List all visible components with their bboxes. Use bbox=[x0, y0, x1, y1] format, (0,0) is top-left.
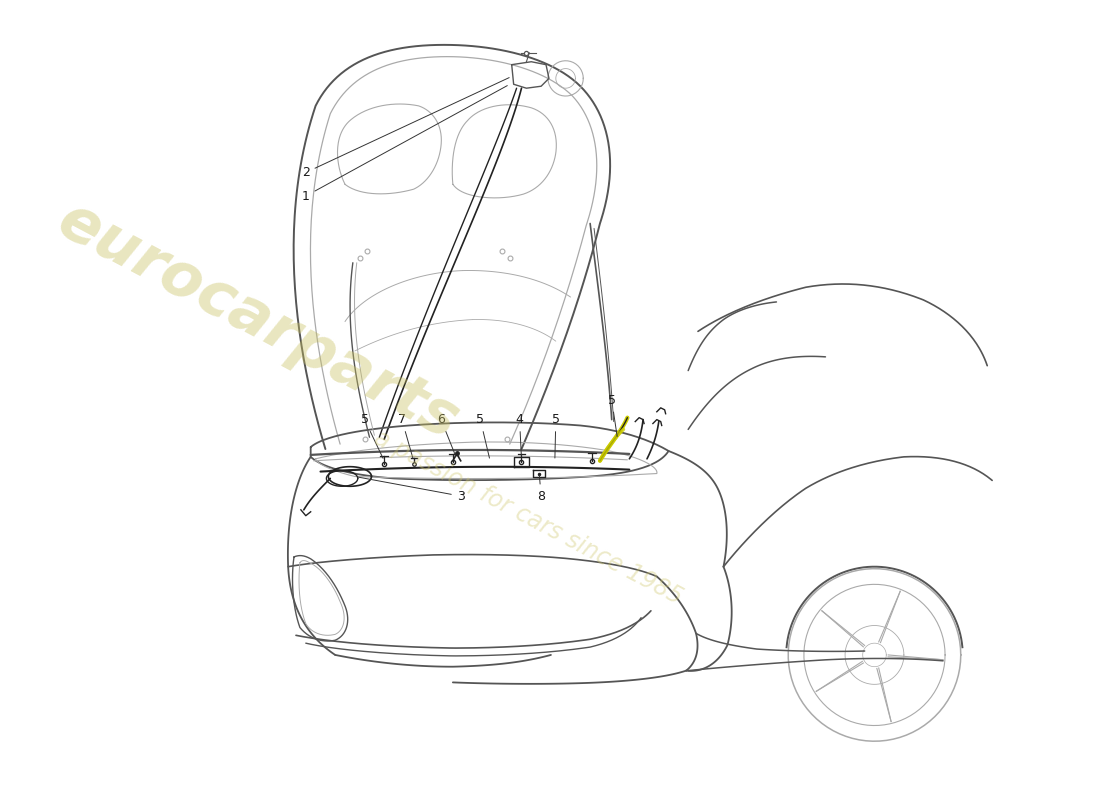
Text: 5: 5 bbox=[361, 413, 383, 458]
Text: 2: 2 bbox=[301, 78, 509, 179]
Text: 5: 5 bbox=[476, 413, 490, 458]
Text: 5: 5 bbox=[552, 413, 560, 458]
Text: 3: 3 bbox=[358, 477, 464, 502]
Text: a passion for cars since 1985: a passion for cars since 1985 bbox=[370, 426, 686, 610]
Text: 7: 7 bbox=[398, 413, 412, 458]
Text: 1: 1 bbox=[301, 86, 507, 202]
Text: eurocarparts: eurocarparts bbox=[48, 191, 470, 452]
Text: 4: 4 bbox=[516, 413, 524, 456]
Text: 8: 8 bbox=[537, 475, 546, 502]
Text: 5: 5 bbox=[607, 394, 617, 437]
Text: 6: 6 bbox=[437, 413, 455, 456]
